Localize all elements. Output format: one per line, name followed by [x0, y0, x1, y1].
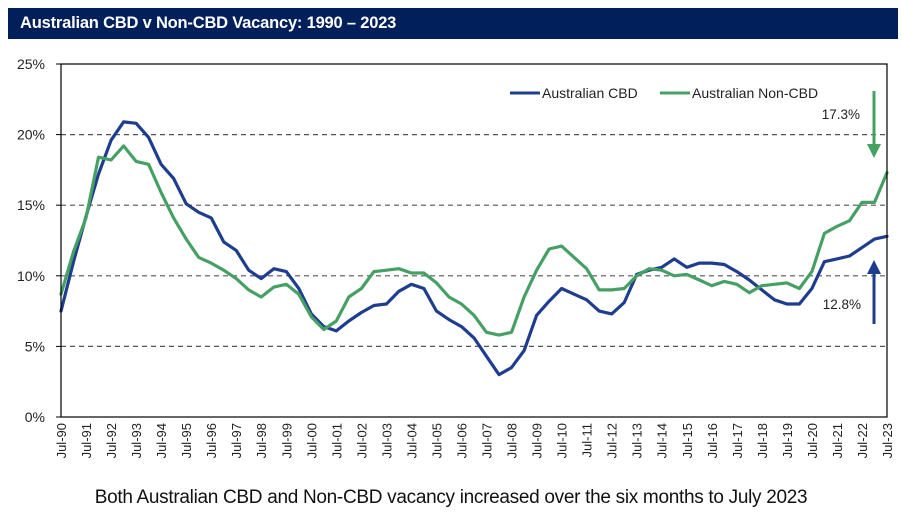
x-tick-label: Jul-22	[855, 423, 870, 458]
y-tick-label: 25%	[17, 56, 45, 72]
x-tick-label: Jul-21	[830, 423, 845, 458]
series-lines	[59, 120, 889, 377]
legend-label: Australian CBD	[542, 85, 638, 101]
x-tick-label: Jul-00	[304, 423, 319, 458]
x-axis-ticks: Jul-90 Jul-91 Jul-92 Jul-93 Jul-94 Jul-95 Jul-…	[54, 423, 895, 458]
x-tick-label: Jul-11	[580, 423, 595, 457]
x-tick-label: Jul-07	[480, 423, 495, 458]
x-tick-label: Jul-08	[505, 423, 520, 458]
chart-title: Australian CBD v Non-CBD Vacancy: 1990 –…	[20, 14, 397, 32]
gridlines	[61, 134, 887, 347]
series-line-cbd	[59, 120, 889, 377]
x-tick-label: Jul-17	[730, 423, 745, 458]
x-tick-label: Jul-20	[805, 423, 820, 458]
y-tick-label: 15%	[17, 197, 45, 213]
x-tick-label: Jul-10	[555, 423, 570, 458]
annotation-cbd-value: 12.8%	[823, 297, 861, 312]
x-tick-label: Jul-95	[179, 423, 194, 458]
y-axis-ticks: 0% 5% 10% 15% 20% 25%	[17, 56, 61, 425]
x-tick-label: Jul-01	[329, 423, 344, 458]
x-tick-label: Jul-94	[154, 423, 169, 458]
y-tick-label: 5%	[25, 338, 45, 354]
chart-caption: Both Australian CBD and Non-CBD vacancy …	[94, 487, 808, 508]
y-tick-label: 20%	[17, 127, 45, 143]
x-tick-label: Jul-19	[780, 423, 795, 458]
x-tick-label: Jul-92	[104, 423, 119, 458]
plot-frame	[60, 63, 888, 418]
annotation-non-cbd-value: 17.3%	[822, 107, 860, 122]
x-tick-label: Jul-04	[404, 423, 419, 458]
x-tick-label: Jul-06	[454, 423, 469, 458]
legend: Australian CBD Australian Non-CBD	[510, 85, 818, 101]
arrow-head	[867, 260, 881, 274]
legend-label: Australian Non-CBD	[692, 85, 818, 101]
x-tick-label: Jul-98	[254, 423, 269, 458]
x-tick-label: Jul-18	[755, 423, 770, 458]
x-tick-label: Jul-16	[705, 423, 720, 458]
x-tick-label: Jul-09	[530, 423, 545, 458]
series-line-non-cbd	[59, 144, 889, 337]
x-tick-label: Jul-93	[129, 423, 144, 458]
x-tick-label: Jul-23	[880, 423, 895, 458]
x-tick-label: Jul-05	[429, 423, 444, 458]
x-tick-label: Jul-91	[79, 423, 94, 458]
x-tick-label: Jul-13	[630, 423, 645, 458]
annotations: 17.3% 12.8%	[822, 91, 881, 324]
x-tick-label: Jul-12	[605, 423, 620, 458]
x-tick-label: Jul-14	[655, 423, 670, 458]
x-tick-label: Jul-15	[680, 423, 695, 458]
y-tick-label: 0%	[25, 409, 45, 425]
x-tick-label: Jul-99	[279, 423, 294, 458]
y-tick-label: 10%	[17, 268, 45, 284]
x-tick-label: Jul-90	[54, 423, 69, 458]
x-tick-label: Jul-03	[379, 423, 394, 458]
arrow-head	[867, 144, 881, 158]
title-bar: Australian CBD v Non-CBD Vacancy: 1990 –…	[8, 8, 898, 39]
x-tick-label: Jul-02	[354, 423, 369, 458]
x-tick-label: Jul-96	[204, 423, 219, 458]
x-tick-label: Jul-97	[229, 423, 244, 458]
